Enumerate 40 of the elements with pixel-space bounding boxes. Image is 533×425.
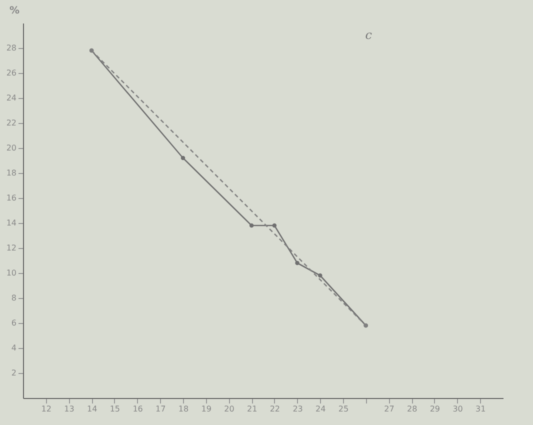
y-tick-label: 10: [6, 268, 16, 278]
x-tick-label: 27: [384, 404, 394, 414]
y-tick-label: 4: [11, 344, 16, 352]
x-tick-label: 22: [270, 404, 280, 414]
x-tick-label: 30: [452, 404, 463, 414]
x-tick-label: 13: [64, 404, 74, 414]
point: [249, 223, 254, 228]
y-tick-label: 12: [6, 244, 16, 252]
point: [272, 223, 277, 228]
y-tick-label: 16: [6, 194, 16, 202]
x-tick-label: 20: [224, 404, 234, 414]
x-tick-label: 17: [156, 404, 166, 414]
x-tick-label: 23: [292, 404, 303, 414]
x-tick-label: 15: [110, 404, 120, 414]
point: [180, 156, 186, 160]
y-tick-label: 26: [6, 68, 16, 78]
x-tick-label: 28: [406, 404, 418, 414]
annotation: c: [365, 28, 372, 42]
x-tick-label: 29: [430, 404, 440, 414]
y-tick-label: 2: [11, 368, 16, 378]
point: [295, 260, 300, 266]
x-tick-label: 21: [246, 404, 258, 414]
x-tick-label: 24: [316, 404, 326, 414]
x-tick-label: 25: [338, 404, 349, 414]
y-tick-label: 22: [6, 118, 16, 128]
y-tick-label: 14: [6, 218, 16, 228]
y-tick-label: 18: [6, 168, 16, 178]
x-tick-label: 12: [41, 404, 52, 414]
y-tick-label: 20: [6, 144, 16, 152]
x-tick-label: 19: [201, 404, 212, 414]
y-tick-label: 24: [6, 94, 16, 102]
y-axis-title: %: [9, 6, 20, 16]
point: [318, 273, 322, 278]
y-tick-label: 8: [11, 294, 16, 302]
x-tick-label: 31: [476, 404, 486, 414]
x-tick-label: 18: [178, 404, 189, 414]
y-tick-label: 28: [6, 44, 16, 52]
x-tick-label: 16: [132, 404, 143, 414]
y-tick-label: 6: [11, 318, 16, 328]
x-tick-label: 14: [86, 404, 98, 414]
